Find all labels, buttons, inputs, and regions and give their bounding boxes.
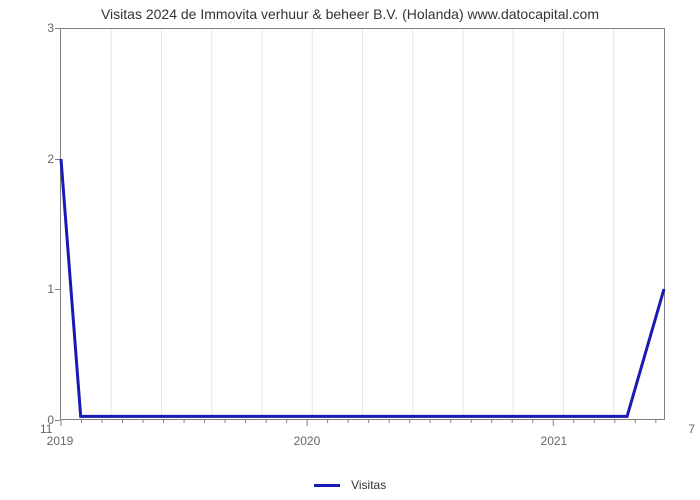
y-tick-label: 3 xyxy=(4,21,54,35)
chart-title: Visitas 2024 de Immovita verhuur & behee… xyxy=(0,6,700,22)
first-value-label: 11 xyxy=(40,422,52,436)
chart-container: Visitas 2024 de Immovita verhuur & behee… xyxy=(0,0,700,500)
y-tick-label: 2 xyxy=(4,152,54,166)
x-tick-label: 2019 xyxy=(20,434,100,448)
y-tick-label: 1 xyxy=(4,282,54,296)
plot-area xyxy=(60,28,665,420)
last-value-label: 7 xyxy=(688,422,695,436)
y-tick-mark xyxy=(55,420,60,421)
x-tick-label: 2021 xyxy=(514,434,594,448)
legend-label: Visitas xyxy=(351,478,386,492)
legend-swatch xyxy=(314,484,340,487)
legend: Visitas xyxy=(0,477,700,492)
x-tick-label: 2020 xyxy=(267,434,347,448)
chart-svg xyxy=(61,29,664,419)
